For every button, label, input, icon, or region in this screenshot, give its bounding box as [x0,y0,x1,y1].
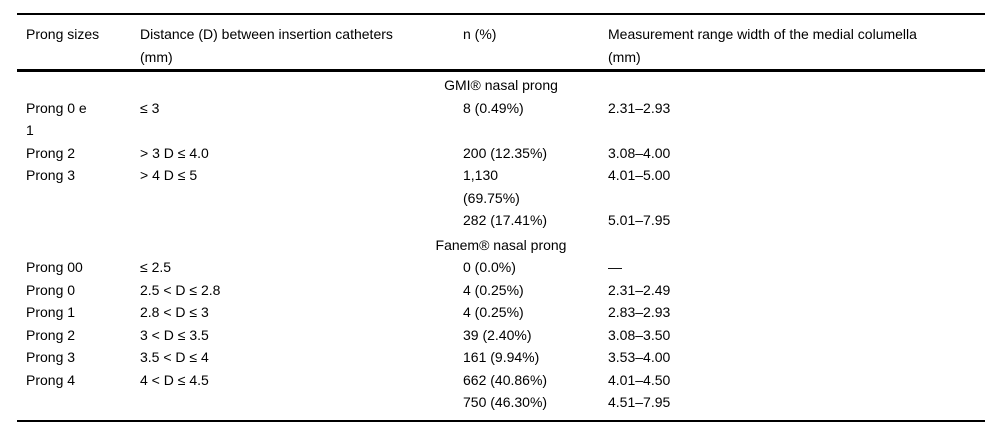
prong-sizes-table: Prong sizes Distance (D) between inserti… [17,13,985,422]
cell-prong-size: Prong 3 [26,349,76,365]
section-row-gmi: GMI® nasal prong [17,71,985,97]
cell-range: 2.83–2.93 [608,304,671,320]
col-header-n-percent: n (%) [463,14,608,72]
cell-prong-size: Prong 0 [26,281,76,298]
cell-range: 4.01–4.50 [608,371,671,388]
cell-range: 2.31–2.49 [608,281,671,298]
cell-n: 0 (0.0%) [463,259,516,275]
cell-n: 161 (9.94%) [463,349,540,365]
cell-range: 4.51–7.95 [608,394,671,410]
cell-distance: > 3 D ≤ 4.0 [140,144,209,161]
col-header-distance: Distance (D) between insertion catheters… [140,14,463,72]
cell-range: 3.08–4.00 [608,144,671,161]
table-row: Prong 4 4 < D ≤ 4.5 662 (40.86%) 4.01–4.… [17,369,985,392]
cell-prong-size: Prong 4 [26,371,76,388]
cell-prong-size: Prong 2 [26,144,76,161]
cell-n: 8 (0.49%) [463,99,524,116]
cell-n: 750 (46.30%) [463,394,548,410]
table-row: Prong 2 > 3 D ≤ 4.0 200 (12.35%) 3.08–4.… [17,142,985,165]
cell-range: 3.53–4.00 [608,349,671,365]
cell-range: 4.01–5.00 [608,167,671,183]
cell-prong-size: Prong 0 e 1 [26,99,87,139]
cell-distance [140,209,463,232]
cell-prong-size: Prong 2 [26,326,76,343]
cell-prong-size: Prong 3 [26,167,76,183]
table-row: 282 (17.41%) 5.01–7.95 [17,209,985,232]
cell-distance: 3.5 < D ≤ 4 [140,349,209,365]
cell-range: — [608,259,622,275]
cell-range: 2.31–2.93 [608,99,671,116]
cell-distance [140,391,463,421]
cell-prong-size: Prong 1 [26,304,76,320]
cell-distance: 2.8 < D ≤ 3 [140,304,209,320]
page: Prong sizes Distance (D) between inserti… [0,13,1000,432]
cell-n: 662 (40.86%) [463,371,548,388]
cell-distance: 3 < D ≤ 3.5 [140,326,209,343]
cell-n: 200 (12.35%) [463,144,548,161]
cell-distance: 2.5 < D ≤ 2.8 [140,281,221,298]
table-row: Prong 3 3.5 < D ≤ 4 161 (9.94%) 3.53–4.0… [17,346,985,369]
table-row: Prong 3 > 4 D ≤ 5 1,130 (69.75%) 4.01–5.… [17,164,985,209]
table-row: 750 (46.30%) 4.51–7.95 [17,391,985,421]
cell-n: 4 (0.25%) [463,304,524,320]
cell-prong-size [17,391,140,421]
cell-range: 3.08–3.50 [608,326,671,343]
cell-n: 1,130 (69.75%) [463,167,520,206]
table-header: Prong sizes Distance (D) between inserti… [17,14,985,72]
table-row: Prong 2 3 < D ≤ 3.5 39 (2.40%) 3.08–3.50 [17,324,985,347]
col-header-measurement-range: Measurement range width of the medial co… [608,14,985,72]
table-body: GMI® nasal prong Prong 0 e 1 ≤ 3 8 (0.49… [17,71,985,421]
cell-n: 4 (0.25%) [463,281,524,298]
cell-range: 5.01–7.95 [608,212,671,228]
cell-n: 282 (17.41%) [463,212,548,228]
cell-n: 39 (2.40%) [463,326,532,343]
section-row-fanem: Fanem® nasal prong [17,232,985,257]
cell-distance: ≤ 3 [140,99,160,116]
table-row: Prong 1 2.8 < D ≤ 3 4 (0.25%) 2.83–2.93 [17,301,985,324]
section-title-gmi: GMI® nasal prong [444,77,558,93]
cell-distance: ≤ 2.5 [140,259,172,275]
cell-distance: 4 < D ≤ 4.5 [140,371,209,388]
cell-prong-size: Prong 00 [26,259,83,275]
header-row: Prong sizes Distance (D) between inserti… [17,14,985,72]
table-row: Prong 00 ≤ 2.5 0 (0.0%) — [17,256,985,279]
section-title-fanem: Fanem® nasal prong [435,236,567,253]
cell-prong-size [17,209,140,232]
col-header-prong-sizes: Prong sizes [17,14,140,72]
table-row: Prong 0 2.5 < D ≤ 2.8 4 (0.25%) 2.31–2.4… [17,279,985,302]
table-row: Prong 0 e 1 ≤ 3 8 (0.49%) 2.31–2.93 [17,97,985,142]
cell-distance: > 4 D ≤ 5 [140,167,198,183]
